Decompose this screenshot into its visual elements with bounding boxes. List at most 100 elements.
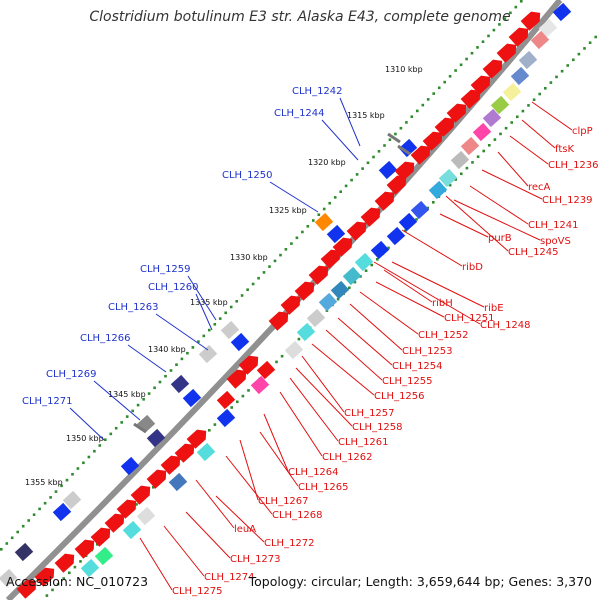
tick-label: 1340 kbp [148, 345, 186, 354]
left-gene-label: CLH_1260 [148, 282, 199, 293]
gene-block [170, 374, 190, 394]
scale-ticks: 1310 kbp 1315 kbp 1320 kbp 1325 kbp 1330 kbp… [25, 65, 423, 487]
outer-dot-ring [366, 161, 370, 165]
right-gene-label: CLH_1252 [418, 330, 469, 341]
right-leader-line [185, 511, 231, 559]
outer-dot-ring [218, 317, 222, 320]
gene-block [0, 568, 18, 588]
right-leader-line [139, 537, 173, 591]
gene-block [378, 160, 398, 180]
right-leader-line [225, 455, 273, 515]
outer-dot-ring [454, 69, 457, 72]
right-leader-line [509, 135, 549, 165]
right-gene-label: CLH_1239 [542, 195, 593, 206]
outer-dot-ring [443, 80, 446, 84]
gene-block [80, 558, 100, 578]
inner-dot-ring [376, 258, 379, 261]
left-leader-line [269, 181, 319, 213]
right-gene-label: CLH_1255 [382, 376, 433, 387]
inner-dot-ring [538, 92, 541, 96]
inner-dot-ring [454, 178, 457, 181]
outer-dot-ring [339, 190, 342, 193]
outer-dot-ring [71, 473, 74, 476]
inner-dot-ring [499, 132, 502, 136]
outer-dot-ring [350, 178, 353, 182]
inner-dot-ring [68, 571, 71, 575]
gene-arrow [90, 527, 111, 547]
gene-block [122, 520, 142, 540]
gene-arrow [434, 117, 455, 137]
right-leader-line [301, 355, 345, 413]
inner-dot-ring [527, 104, 530, 107]
tick-label: 1330 kbp [230, 253, 268, 262]
outer-dot-ring [246, 288, 249, 291]
outer-dot-ring [191, 346, 195, 349]
gene-arrow [226, 369, 247, 389]
gene-block [306, 308, 326, 328]
gene-arrow [268, 311, 289, 331]
outer-dot-ring [10, 536, 14, 540]
tick-label: 1320 kbp [308, 158, 346, 167]
inner-dot-ring [426, 206, 429, 210]
right-leader-line [215, 495, 265, 543]
gene-block [410, 200, 430, 220]
outer-dot-ring [344, 184, 348, 188]
gene-block [216, 390, 236, 410]
left-leader-line [339, 97, 361, 147]
gene-block [552, 2, 572, 22]
gene-block [146, 428, 166, 448]
right-gene-label: CLH_1272 [264, 538, 315, 549]
right-gene-label: CLH_1254 [392, 361, 443, 372]
gene-arrow [422, 131, 443, 151]
outer-dot-ring [328, 201, 331, 205]
right-leader-line [453, 199, 541, 241]
gene-block [168, 472, 188, 492]
gene-block [530, 30, 550, 50]
left-gene-label: CLH_1250 [222, 170, 273, 181]
outer-dot-ring [405, 121, 408, 124]
right-gene-label: CLH_1245 [508, 247, 559, 258]
left-gene-label: CLH_1244 [274, 108, 325, 119]
outer-dot-ring [158, 380, 162, 384]
inner-dot-ring [73, 565, 77, 569]
outer-dot-ring [114, 426, 118, 430]
tick-label: 1315 kbp [347, 111, 385, 120]
right-leader-line [295, 367, 353, 427]
gene-block [136, 506, 156, 526]
gene-arrow [16, 579, 37, 599]
right-gene-label: CLH_1241 [528, 220, 579, 231]
gene-arrow [238, 355, 259, 375]
outer-dot-ring [273, 259, 277, 263]
outer-dot-ring [301, 230, 304, 234]
outer-dot-ring [399, 126, 403, 130]
right-leader-line [325, 329, 383, 381]
inner-dot-ring [566, 64, 569, 67]
outer-dot-ring [410, 115, 414, 118]
gene-block [482, 108, 502, 128]
inner-dot-ring [577, 52, 581, 56]
inner-dot-ring [448, 183, 452, 187]
inner-dot-ring [583, 47, 586, 50]
outer-dot-ring [306, 225, 310, 228]
outer-dot-ring [388, 138, 392, 141]
inner-dot-ring [532, 98, 536, 101]
outer-dot-ring [312, 219, 315, 222]
gene-block [120, 456, 140, 476]
inner-dot-ring [482, 149, 485, 153]
right-gene-label: leuA [234, 524, 256, 535]
inner-dot-ring [370, 263, 373, 267]
outer-dot-ring [186, 351, 189, 355]
outer-dot-ring [93, 449, 96, 453]
gene-block [490, 95, 510, 115]
left-leader-line [187, 275, 217, 321]
outer-dot-ring [448, 75, 452, 78]
outer-dot-ring [136, 403, 140, 407]
outer-dot-ring [520, 0, 523, 3]
outer-dot-ring [109, 432, 113, 436]
right-leader-line [263, 413, 289, 472]
outer-dot-ring [394, 132, 397, 136]
right-leader-line [375, 281, 445, 318]
gene-block [354, 252, 374, 272]
gene-block [318, 292, 338, 312]
gene-arrow [374, 191, 395, 211]
